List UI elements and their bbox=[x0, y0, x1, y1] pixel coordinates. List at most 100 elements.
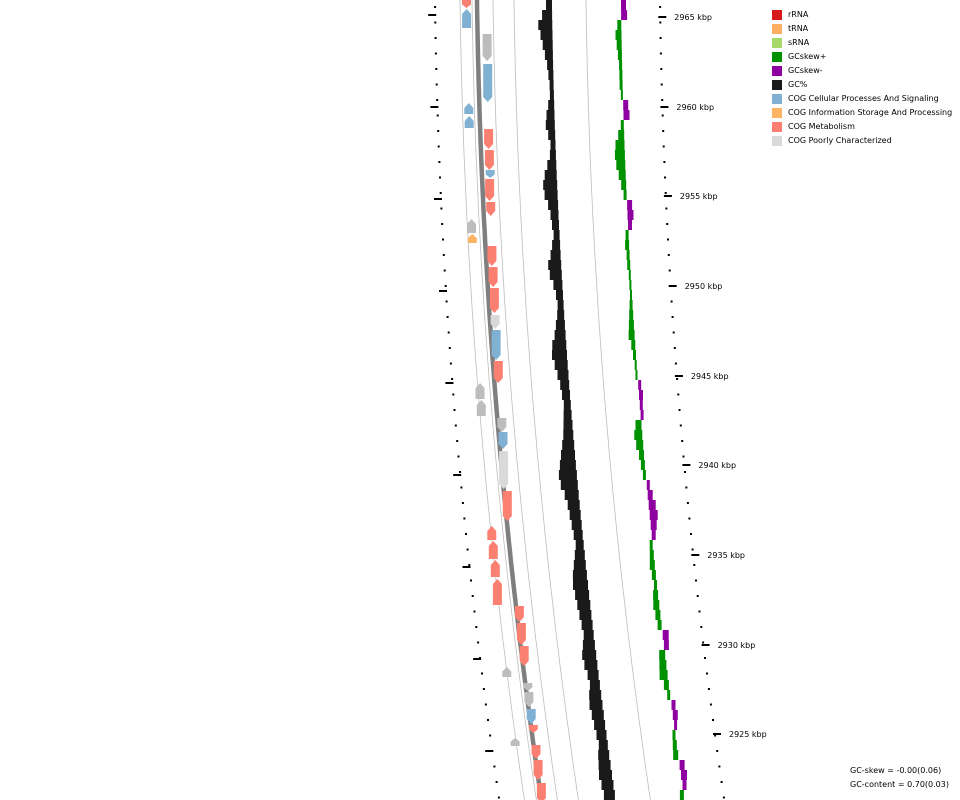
major-tick-outer bbox=[668, 285, 677, 287]
gene-feature bbox=[485, 179, 495, 201]
gc-bar bbox=[556, 290, 563, 300]
gc-bar bbox=[549, 90, 554, 100]
major-tick-outer bbox=[691, 554, 700, 556]
gc-bar bbox=[575, 590, 590, 600]
minor-tick bbox=[662, 130, 665, 132]
gene-feature bbox=[488, 541, 498, 559]
gene-feature bbox=[526, 709, 536, 724]
gc-bar bbox=[572, 570, 587, 580]
minor-tick bbox=[667, 238, 669, 241]
gc-skew-pos-bar bbox=[657, 620, 662, 630]
gc-bar bbox=[563, 430, 574, 440]
gene-feature bbox=[519, 646, 529, 666]
minor-tick bbox=[434, 37, 437, 39]
gc-skew-neg-bar bbox=[627, 200, 633, 210]
gc-bar bbox=[548, 100, 555, 110]
tick-label: 2945 kbp bbox=[691, 372, 729, 381]
gc-skew-pos-bar bbox=[629, 280, 632, 290]
gc-skew-pos-bar bbox=[653, 600, 660, 610]
gc-bar bbox=[549, 150, 556, 160]
gc-bar bbox=[594, 720, 606, 730]
major-tick-outer bbox=[682, 464, 691, 466]
minor-tick bbox=[445, 300, 448, 303]
minor-tick bbox=[709, 703, 712, 706]
minor-tick bbox=[459, 471, 461, 473]
gc-bar bbox=[560, 380, 570, 390]
gc-skew-neg-bar bbox=[651, 530, 656, 540]
gc-bar bbox=[548, 200, 559, 210]
gene-feature bbox=[493, 361, 503, 383]
gc-skew-pos-bar bbox=[659, 670, 668, 680]
major-tick-inner bbox=[445, 382, 454, 384]
gene-feature bbox=[516, 623, 526, 645]
gene-feature bbox=[484, 129, 494, 149]
gc-skew-pos-bar bbox=[655, 610, 661, 620]
gc-bar bbox=[542, 40, 553, 50]
minor-tick bbox=[659, 21, 662, 24]
major-tick-outer bbox=[674, 375, 683, 377]
gc-skew-neg-bar bbox=[679, 760, 685, 770]
minor-tick bbox=[477, 641, 480, 644]
minor-tick bbox=[448, 347, 451, 349]
gc-bar bbox=[542, 10, 553, 20]
minor-tick bbox=[471, 595, 474, 597]
gc-bar bbox=[591, 710, 604, 720]
gc-skew-neg-bar bbox=[682, 780, 687, 790]
gene-feature bbox=[528, 725, 538, 733]
ring-line bbox=[492, 0, 558, 800]
legend-label: COG Metabolism bbox=[788, 122, 855, 131]
gc-bar bbox=[546, 0, 552, 10]
gc-bar bbox=[589, 690, 602, 700]
minor-tick bbox=[451, 378, 454, 380]
minor-tick bbox=[664, 176, 666, 179]
gc-skew-pos-bar bbox=[654, 580, 657, 590]
minor-tick bbox=[434, 52, 437, 55]
gc-skew-pos-bar bbox=[615, 140, 625, 150]
gc-bar bbox=[563, 410, 572, 420]
gc-skew-neg-bar bbox=[639, 400, 643, 410]
minor-tick bbox=[661, 99, 664, 101]
gc-skew-pos-bar bbox=[663, 680, 669, 690]
minor-tick bbox=[436, 114, 439, 117]
legend-swatch-srna bbox=[772, 38, 782, 48]
minor-tick bbox=[678, 409, 681, 411]
major-tick-inner bbox=[462, 566, 471, 568]
minor-tick bbox=[487, 719, 489, 721]
gc-skew-pos-bar bbox=[679, 790, 684, 800]
gene-feature bbox=[510, 738, 520, 746]
gc-content-stat: GC-content = 0.70(0.03) bbox=[850, 780, 949, 789]
minor-tick bbox=[436, 99, 439, 101]
gc-skew-pos-bar bbox=[615, 30, 622, 40]
major-tick-inner bbox=[439, 290, 447, 292]
minor-tick bbox=[714, 734, 717, 737]
minor-tick bbox=[702, 641, 705, 644]
tick-label: 2925 kbp bbox=[729, 730, 767, 739]
gene-feature bbox=[497, 418, 507, 432]
minor-tick bbox=[466, 548, 469, 551]
gc-skew-pos-bar bbox=[617, 20, 622, 30]
gc-skew-pos-bar bbox=[635, 370, 638, 380]
minor-tick bbox=[473, 610, 476, 613]
minor-tick bbox=[667, 254, 670, 256]
gene-feature bbox=[476, 400, 486, 416]
minor-tick bbox=[659, 6, 662, 8]
minor-tick bbox=[660, 83, 663, 86]
minor-tick bbox=[438, 161, 441, 163]
minor-tick bbox=[482, 688, 485, 690]
minor-tick bbox=[677, 393, 680, 396]
gc-bar bbox=[587, 670, 599, 680]
tick-label: 2930 kbp bbox=[718, 641, 756, 650]
gc-bar bbox=[601, 780, 614, 790]
minor-tick bbox=[470, 579, 472, 582]
gc-bar bbox=[598, 750, 610, 760]
minor-tick bbox=[446, 316, 449, 318]
gc-bar bbox=[567, 500, 580, 510]
minor-tick bbox=[659, 37, 662, 39]
minor-tick bbox=[712, 719, 714, 721]
gc-skew-pos-bar bbox=[620, 90, 623, 100]
minor-tick bbox=[437, 145, 440, 148]
major-tick-outer bbox=[713, 733, 721, 735]
gc-skew-neg-bar bbox=[681, 770, 687, 780]
legend-label: GCskew+ bbox=[788, 52, 827, 61]
gc-bar bbox=[557, 300, 564, 310]
